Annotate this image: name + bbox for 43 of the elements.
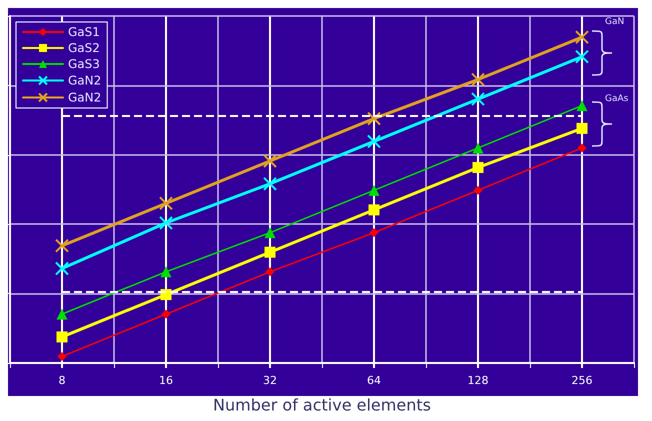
- legend-label: GaN2: [68, 74, 102, 88]
- point: [368, 204, 380, 216]
- point: [474, 186, 482, 195]
- point: [266, 267, 274, 276]
- point: [56, 308, 68, 320]
- point: [471, 92, 485, 106]
- x-tick-label: 256: [572, 374, 592, 387]
- point: [162, 310, 170, 319]
- point: [368, 184, 380, 196]
- x-tick-label: 64: [367, 374, 381, 387]
- point: [472, 162, 484, 174]
- point: [472, 142, 484, 154]
- annotation: GaAs: [605, 94, 629, 104]
- legend-label: GaS1: [68, 25, 100, 39]
- point: [575, 50, 589, 64]
- point: [575, 30, 589, 44]
- x-tick-label: 8: [58, 374, 66, 387]
- point: [471, 72, 485, 87]
- x-tick-label: 16: [159, 374, 173, 387]
- legend-label: GaS2: [68, 41, 100, 55]
- point: [576, 122, 588, 134]
- x-axis-title: Number of active elements: [213, 396, 431, 414]
- point: [58, 352, 66, 361]
- point: [367, 134, 381, 148]
- legend-label: GaS3: [68, 57, 100, 71]
- point: [160, 266, 172, 278]
- point: [263, 176, 277, 191]
- point: [56, 331, 68, 342]
- point: [576, 100, 588, 112]
- point: [370, 228, 378, 238]
- x-tick-label: 128: [468, 374, 488, 387]
- text: GaN: [605, 17, 624, 27]
- point: [578, 143, 586, 152]
- point: [264, 246, 276, 258]
- point: [55, 262, 69, 276]
- point: [367, 112, 381, 126]
- legend-label: GaN2: [68, 90, 102, 104]
- point: [264, 227, 276, 238]
- x-tick-label: 32: [263, 374, 277, 387]
- point: [159, 216, 173, 230]
- point: [55, 238, 69, 253]
- point: [263, 154, 277, 168]
- point: [159, 196, 173, 210]
